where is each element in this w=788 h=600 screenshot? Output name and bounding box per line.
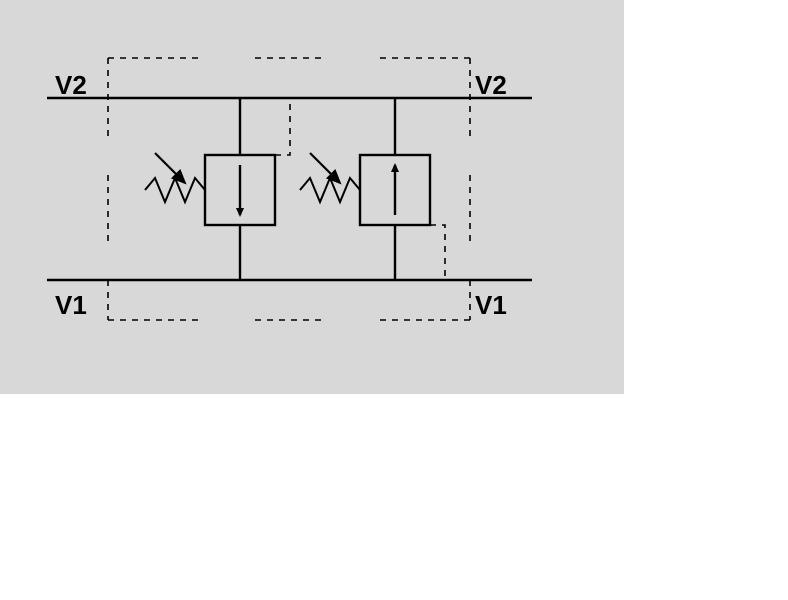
label-v1-left: V1: [55, 290, 87, 321]
diagram-canvas: V2 V2 V1 V1: [0, 0, 788, 600]
label-v1-right: V1: [475, 290, 507, 321]
schematic-svg: [0, 0, 788, 600]
label-v2-left: V2: [55, 70, 87, 101]
label-v2-right: V2: [475, 70, 507, 101]
